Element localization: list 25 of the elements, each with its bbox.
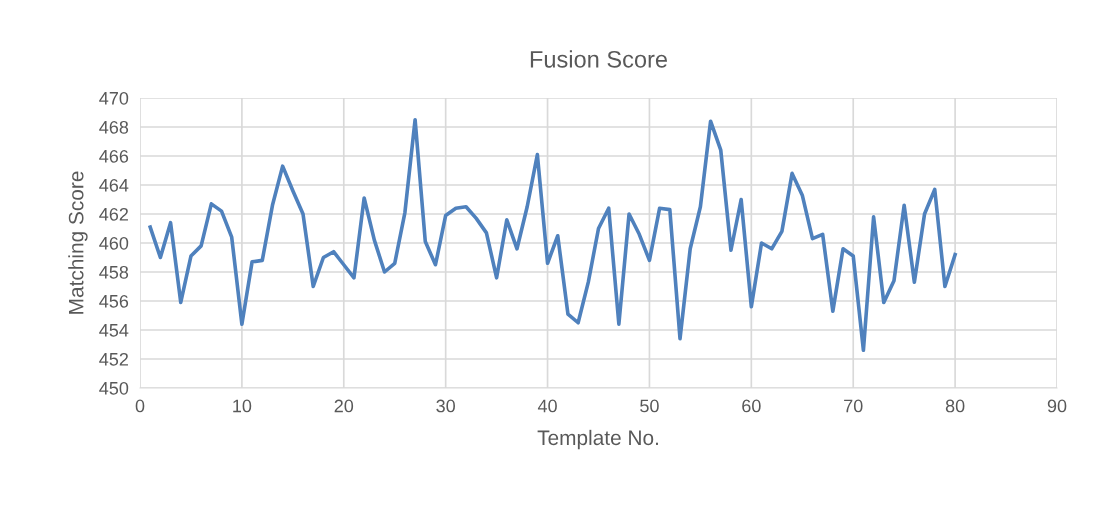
x-tick-label: 60 [742,399,761,413]
x-tick-label: 80 [945,399,965,413]
y-axis-title: Matching Score [68,171,88,314]
x-tick-label: 10 [233,399,252,413]
y-tick-label: 458 [99,265,129,279]
chart-title: Fusion Score [530,50,668,68]
line-series [148,117,957,353]
y-tick-label: 464 [99,178,129,192]
y-tick-label: 452 [99,352,128,366]
y-tick-label: 450 [99,381,129,395]
y-tick-label: 462 [99,207,128,221]
x-tick-label: 90 [1047,399,1067,413]
x-tick-label: 40 [537,399,557,413]
y-tick-label: 466 [99,149,129,163]
y-tick-label: 454 [99,324,129,337]
x-tick-label: 70 [844,399,863,413]
x-tick-label: 20 [334,399,354,413]
x-tick-label: 50 [640,399,659,413]
x-tick-label: 30 [436,399,455,413]
x-axis-title: Template No. [537,429,658,450]
y-tick-label: 460 [99,236,129,250]
x-tick-label: 0 [135,399,145,413]
y-tick-label: 456 [99,294,129,308]
y-tick-label: 470 [99,91,129,105]
y-tick-label: 468 [99,120,129,134]
